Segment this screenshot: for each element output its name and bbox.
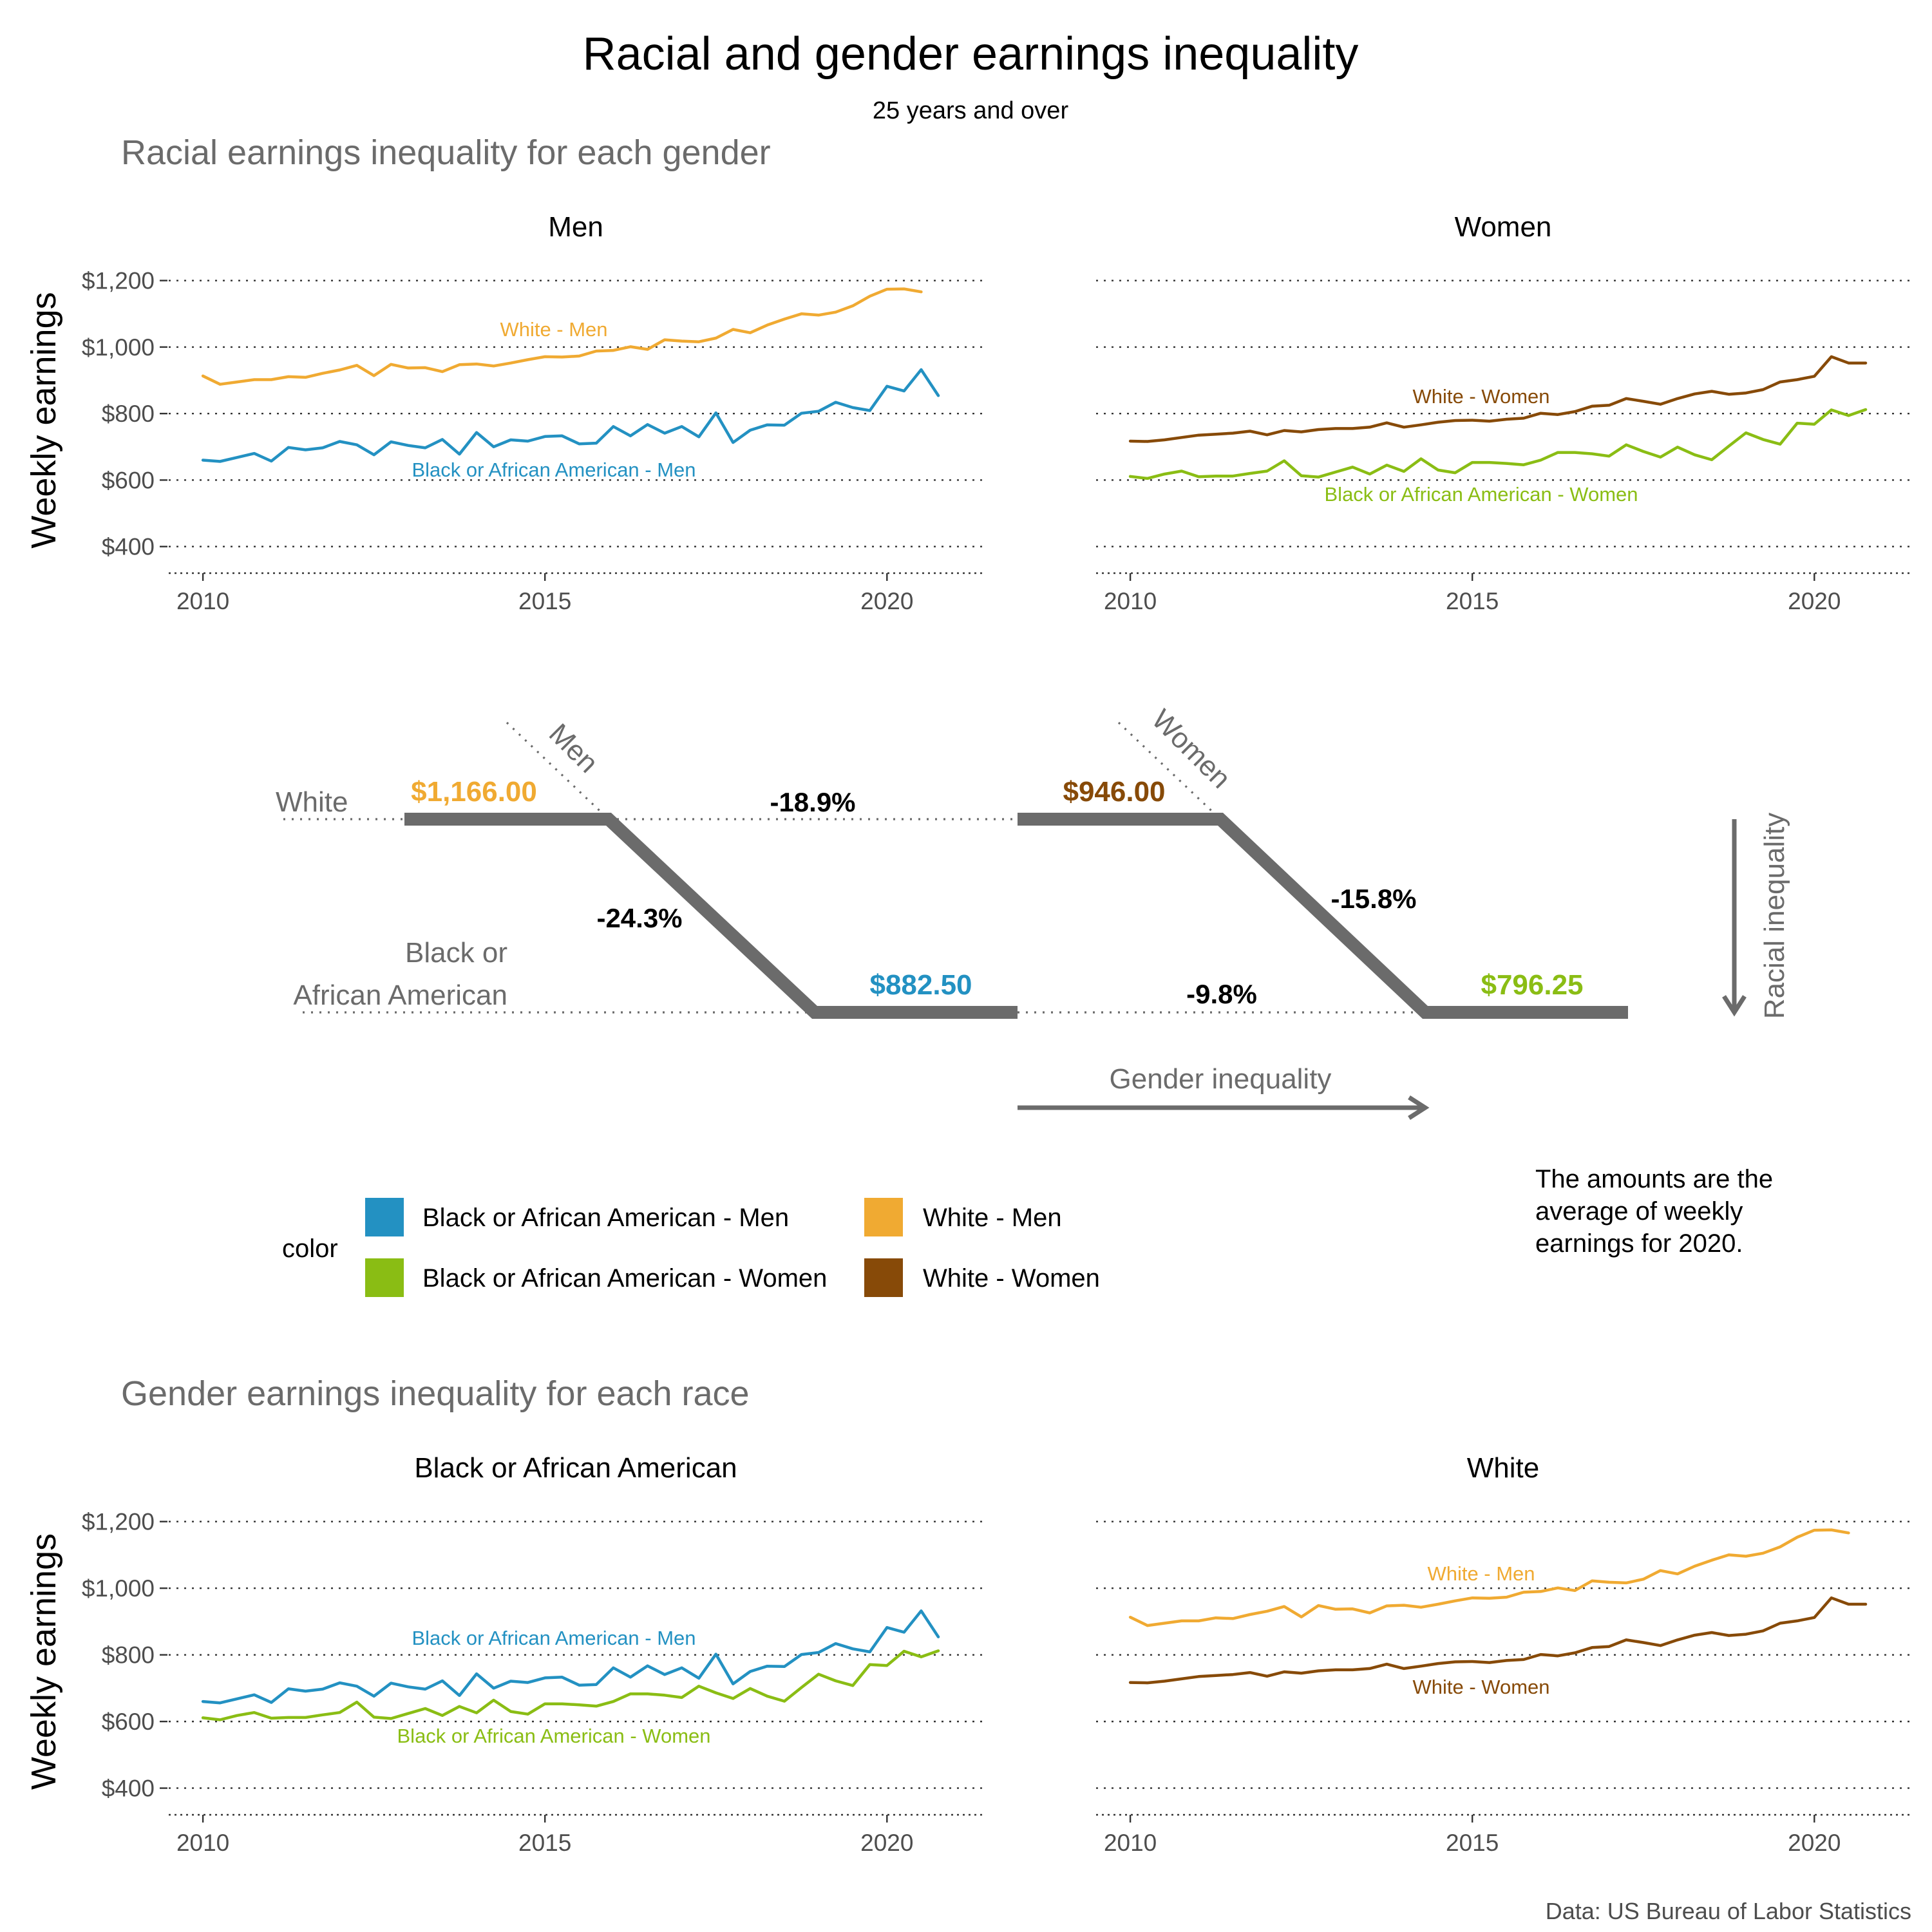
legend-label-white-men: White - Men <box>923 1204 1062 1232</box>
black-row-label-line1: Black or <box>405 937 507 969</box>
series-line-black-men <box>201 368 940 463</box>
gender-arrow-head <box>1408 1095 1430 1120</box>
legend-label-black-women: Black or African American - Women <box>422 1264 827 1293</box>
series-line-black-men <box>201 1609 940 1705</box>
x-tick-label: 2020 <box>1788 588 1841 614</box>
y-tick-label: $800 <box>102 401 155 427</box>
chart-title: Racial and gender earnings inequality <box>583 28 1359 80</box>
racial-arrow-head <box>1722 995 1747 1017</box>
pct-men-racial: -24.3% <box>596 903 682 933</box>
series-label-white-women: White - Women <box>1412 385 1549 408</box>
y-tick-label: $1,000 <box>82 1575 155 1602</box>
facet-title-white: White <box>1467 1452 1539 1484</box>
white-men-value: $1,166.00 <box>411 776 537 808</box>
y-axis-title: Weekly earnings <box>24 1533 63 1790</box>
section-title-gender: Gender earnings inequality for each race <box>121 1374 750 1413</box>
x-tick-label: 2015 <box>518 1830 571 1856</box>
series-label-black-women: Black or African American - Women <box>1325 483 1638 506</box>
panel-white: White 2010 2015 2020 White - Men White - Wome… <box>1096 1452 1910 1856</box>
panel-black: Black or African American $1,200 $1,000 $80… <box>24 1452 983 1856</box>
chart-subtitle: 25 years and over <box>873 97 1069 124</box>
legend-label-black-men: Black or African American - Men <box>422 1204 789 1232</box>
x-tick-label: 2015 <box>1446 1830 1499 1856</box>
legend-swatch-white-women <box>864 1258 903 1297</box>
section-title-racial: Racial earnings inequality for each gend… <box>121 133 771 172</box>
legend-swatch-black-men <box>365 1198 404 1236</box>
y-tick-label: $1,200 <box>82 1509 155 1535</box>
y-tick-label: $400 <box>102 1776 155 1802</box>
panel-women: Women 2010 2015 2020 White - Women Black or A… <box>1096 211 1910 614</box>
women-slope-line <box>1018 813 1628 1019</box>
x-tick-label: 2020 <box>860 588 913 614</box>
series-label-black-women: Black or African American - Women <box>397 1725 711 1747</box>
facet-title-black: Black or African American <box>414 1452 737 1484</box>
x-tick-label: 2020 <box>1788 1830 1841 1856</box>
note-line-3: earnings for 2020. <box>1535 1229 1743 1258</box>
facet-title-women: Women <box>1455 211 1552 243</box>
legend-swatch-white-men <box>864 1198 903 1236</box>
racial-arrow-label: Racial inequality <box>1759 813 1790 1019</box>
y-tick-label: $400 <box>102 534 155 560</box>
series-line-black-women <box>201 1649 940 1721</box>
gender-arrow-label: Gender inequality <box>1110 1063 1332 1095</box>
x-tick-label: 2015 <box>518 588 571 614</box>
y-tick-label: $1,000 <box>82 334 155 361</box>
x-tick-label: 2015 <box>1446 588 1499 614</box>
y-tick-label: $800 <box>102 1642 155 1669</box>
pct-women-racial: -15.8% <box>1331 884 1416 914</box>
legend-swatch-black-women <box>365 1258 404 1297</box>
panel-men: Men $1,200 $1,000 $800 $600 $400 2010 2015 2020 W… <box>24 211 983 614</box>
white-women-value: $946.00 <box>1063 776 1165 808</box>
y-tick-label: $600 <box>102 467 155 493</box>
note-line-2: average of weekly <box>1535 1197 1743 1226</box>
y-axis-title: Weekly earnings <box>24 292 63 548</box>
x-tick-label: 2010 <box>1104 588 1157 614</box>
x-tick-label: 2010 <box>176 1830 229 1856</box>
x-tick-label: 2010 <box>1104 1830 1157 1856</box>
legend: color Black or African American - Men Wh… <box>282 1198 1100 1297</box>
facet-title-men: Men <box>548 211 603 243</box>
series-label-white-women: White - Women <box>1412 1676 1549 1698</box>
black-women-value: $796.25 <box>1481 969 1583 1001</box>
y-tick-label: $600 <box>102 1709 155 1735</box>
pct-white-gender: -18.9% <box>770 787 855 817</box>
series-line-white-women <box>1128 1596 1868 1685</box>
series-label-white-men: White - Men <box>500 318 607 341</box>
legend-title: color <box>282 1235 338 1263</box>
series-line-white-men <box>201 287 923 386</box>
series-label-black-men: Black or African American - Men <box>412 459 696 481</box>
series-line-white-men <box>1128 1528 1850 1627</box>
source-caption: Data: US Bureau of Labor Statistics <box>1546 1898 1911 1924</box>
note-line-1: The amounts are the <box>1535 1165 1773 1193</box>
black-row-label-line2: African American <box>293 980 507 1011</box>
men-slope-line <box>404 813 1018 1019</box>
pct-black-gender: -9.8% <box>1186 979 1257 1009</box>
series-line-black-women <box>1128 408 1868 480</box>
series-label-white-men: White - Men <box>1427 1562 1535 1585</box>
series-label-black-men: Black or African American - Men <box>412 1627 696 1649</box>
series-line-white-women <box>1128 355 1868 443</box>
white-row-label: White <box>276 786 348 818</box>
y-tick-label: $1,200 <box>82 268 155 294</box>
legend-label-white-women: White - Women <box>923 1264 1100 1293</box>
x-tick-label: 2020 <box>860 1830 913 1856</box>
x-tick-label: 2010 <box>176 588 229 614</box>
black-men-value: $882.50 <box>869 969 972 1001</box>
